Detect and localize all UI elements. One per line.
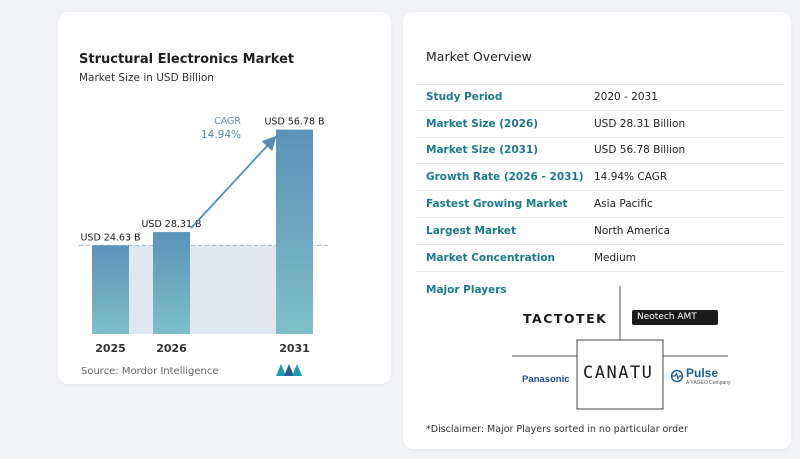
major-players-label: Major Players bbox=[426, 284, 507, 296]
overview-row-label: Market Size (2031) bbox=[426, 144, 539, 157]
x-tick-label: 2031 bbox=[279, 342, 310, 355]
panasonic-logo: Panasonic bbox=[522, 374, 570, 385]
chart-title: Structural Electronics Market bbox=[79, 52, 295, 67]
overview-row-value: Medium bbox=[594, 251, 636, 264]
overview-row-value: 14.94% CAGR bbox=[594, 171, 668, 184]
bar-2025 bbox=[92, 245, 129, 334]
overview-row: Largest Market North America bbox=[416, 218, 784, 245]
bar-chart: USD 24.63 B 2025 USD 28.31 B 2026 USD 56.78 … bbox=[79, 116, 328, 355]
bar-2026 bbox=[153, 232, 190, 334]
bar-2031 bbox=[276, 129, 313, 334]
overview-row-value: USD 28.31 Billion bbox=[594, 117, 686, 130]
overview-row-value: 2020 - 2031 bbox=[594, 91, 658, 104]
overview-row-value: USD 56.78 Billion bbox=[594, 144, 686, 157]
overview-row-value: Asia Pacific bbox=[594, 198, 653, 211]
chart-subtitle: Market Size in USD Billion bbox=[79, 72, 214, 84]
data-label: USD 56.78 B bbox=[264, 117, 324, 128]
overview-row: Market Concentration Medium bbox=[416, 245, 784, 272]
tactotek-logo: TACTOTEK bbox=[523, 311, 608, 326]
overview-table: Study Period 2020 - 2031 Market Size (2026… bbox=[416, 84, 784, 272]
overview-row-label: Market Concentration bbox=[426, 251, 556, 264]
overview-row-label: Study Period bbox=[426, 91, 503, 104]
cagr-value: 14.94% bbox=[201, 129, 241, 141]
mordor-logo-icon bbox=[276, 364, 302, 376]
overview-row: Fastest Growing Market Asia Pacific bbox=[416, 191, 784, 218]
overview-title: Market Overview bbox=[426, 49, 532, 64]
source-note: Source: Mordor Intelligence bbox=[81, 366, 219, 377]
data-label: USD 24.63 B bbox=[80, 232, 140, 243]
x-tick-label: 2026 bbox=[156, 342, 187, 355]
cagr-label: CAGR bbox=[214, 116, 241, 127]
overview-row-label: Growth Rate (2026 - 2031) bbox=[426, 171, 584, 184]
overview-row-label: Largest Market bbox=[426, 224, 517, 237]
overview-row-label: Market Size (2026) bbox=[426, 117, 539, 130]
overview-row: Growth Rate (2026 - 2031) 14.94% CAGR bbox=[416, 164, 784, 192]
pulse-circle-icon bbox=[670, 369, 684, 383]
disclaimer-note: *Disclaimer: Major Players sorted in no … bbox=[426, 424, 688, 435]
data-label: USD 28.31 B bbox=[141, 219, 201, 230]
overview-row: Market Size (2026) USD 28.31 Billion bbox=[416, 111, 784, 138]
x-tick-label: 2025 bbox=[95, 342, 126, 355]
neotech-logo: Neotech AMT bbox=[632, 310, 718, 325]
canatu-logo: CANATU bbox=[583, 363, 654, 383]
overview-row-label: Fastest Growing Market bbox=[426, 198, 568, 211]
overview-row-value: North America bbox=[594, 224, 671, 237]
cagr-arrow bbox=[190, 135, 277, 229]
overview-row: Market Size (2031) USD 56.78 Billion bbox=[416, 138, 784, 165]
overview-row: Study Period 2020 - 2031 bbox=[416, 84, 784, 111]
